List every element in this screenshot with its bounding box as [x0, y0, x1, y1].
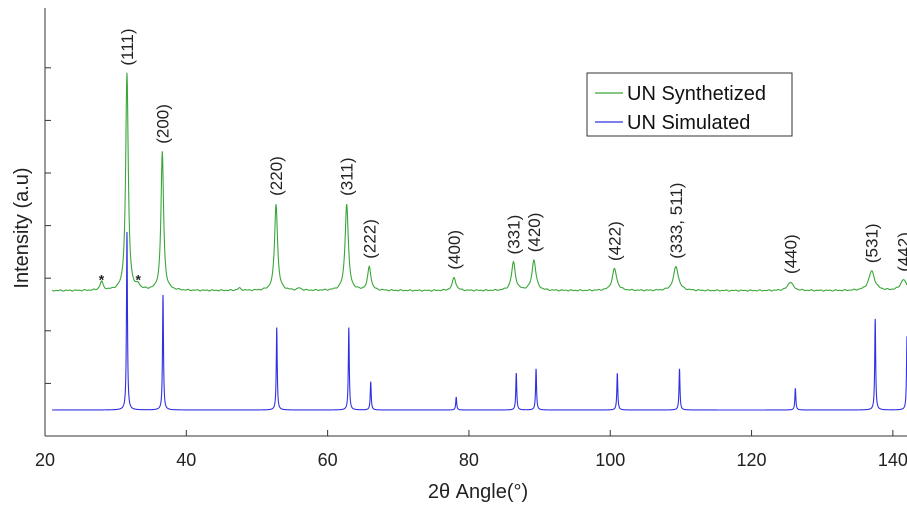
peak-label: (222) [360, 219, 379, 259]
plot-area [51, 72, 907, 411]
legend-label-simulated: UN Simulated [627, 112, 750, 134]
series-line-synthetized [51, 72, 907, 292]
x-tick-label: 140 [878, 450, 907, 470]
peak-label: (111) [118, 28, 137, 65]
peak-annotations: (111) (200) (220) (311) (222) (400) (331) (420)… [99, 28, 907, 287]
x-tick-label: 100 [595, 450, 625, 470]
y-axis-title: Intensity (a.u) [11, 167, 33, 288]
peak-label: (420) [525, 213, 544, 253]
y-axis-ticks [45, 67, 51, 384]
peak-label: (422) [605, 221, 624, 261]
peak-label: (311) [338, 157, 357, 195]
impurity-marker: * [136, 272, 142, 288]
peak-label: (442) [894, 232, 907, 272]
peak-label: (220) [267, 156, 286, 196]
impurity-marker: * [99, 272, 105, 288]
legend-label-synthetized: UN Synthetized [627, 83, 766, 105]
legend-box [586, 72, 793, 137]
peak-label: (200) [153, 104, 172, 144]
axes [44, 8, 907, 437]
x-axis-ticks: 20 40 60 80 100 120 140 [35, 430, 907, 470]
series-line-simulated [52, 232, 907, 411]
x-tick-label: 60 [318, 450, 338, 470]
peak-label: (400) [445, 230, 464, 270]
peak-label: (440) [781, 234, 800, 274]
x-tick-label: 120 [737, 450, 767, 470]
peak-label: (333, 511) [667, 183, 686, 259]
x-tick-label: 80 [459, 450, 479, 470]
x-axis-title: 2θ Angle(°) [428, 481, 528, 503]
peak-label: (531) [863, 223, 882, 263]
x-tick-label: 40 [176, 450, 196, 470]
legend: UN Synthetized UN Simulated [586, 72, 793, 137]
x-tick-label: 20 [35, 450, 55, 470]
peak-label: (331) [504, 215, 523, 255]
